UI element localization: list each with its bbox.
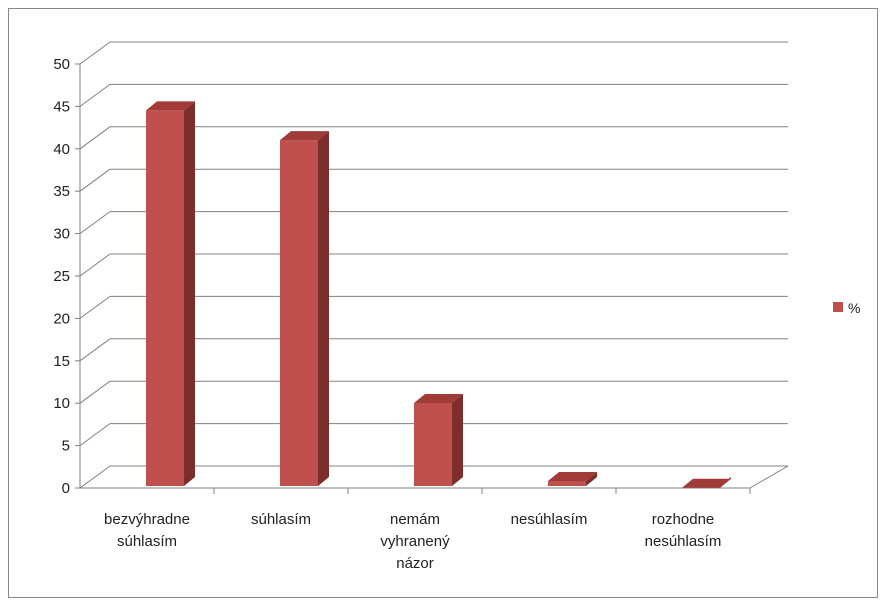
gridline-35 [79, 168, 788, 192]
gridline-10 [79, 380, 788, 404]
gridline-15 [79, 338, 788, 362]
gridline-25 [79, 253, 788, 277]
y-tick-label: 15 [53, 353, 70, 370]
x-tick-label: rozhodne nesúhlasím [645, 511, 722, 550]
x-tick-labels: bezvýhradne súhlasím súhlasím nemám vyhranen… [104, 511, 721, 572]
y-tick-label: 20 [53, 310, 70, 327]
y-tick-label: 30 [53, 226, 70, 243]
gridline-50 [79, 41, 788, 65]
x-tick-label: nemám vyhranený názor [380, 511, 450, 572]
x-tick-label: súhlasím [251, 511, 311, 528]
y-tick-label: 5 [62, 438, 70, 455]
bar-2 [280, 131, 329, 486]
bar-1 [146, 101, 195, 487]
axes [75, 63, 789, 494]
legend-swatch [833, 302, 843, 312]
y-tick-label: 35 [53, 183, 70, 200]
floor-right-edge [749, 465, 789, 489]
y-tick-label: 45 [53, 98, 70, 115]
x-tick-label: nesúhlasím [511, 511, 588, 528]
legend: % [833, 300, 860, 316]
gridlines [79, 41, 788, 489]
gridline-20 [79, 295, 788, 319]
y-tick-labels: 0 5 10 15 20 25 30 35 40 45 50 [53, 56, 70, 497]
bars [146, 101, 731, 488]
bar-5 [682, 477, 731, 488]
gridline-30 [79, 211, 788, 235]
legend-label: % [848, 300, 860, 316]
y-tick-label: 25 [53, 268, 70, 285]
gridline-40 [79, 126, 788, 150]
y-tick-label: 50 [53, 56, 70, 73]
y-tick-label: 40 [53, 141, 70, 158]
y-tick-label: 0 [62, 480, 70, 497]
x-tick-label: bezvýhradne súhlasím [104, 511, 190, 550]
gridline-45 [79, 83, 788, 107]
bar-3 [414, 393, 463, 486]
y-tick-label: 10 [53, 395, 70, 412]
bar-4 [548, 471, 597, 486]
